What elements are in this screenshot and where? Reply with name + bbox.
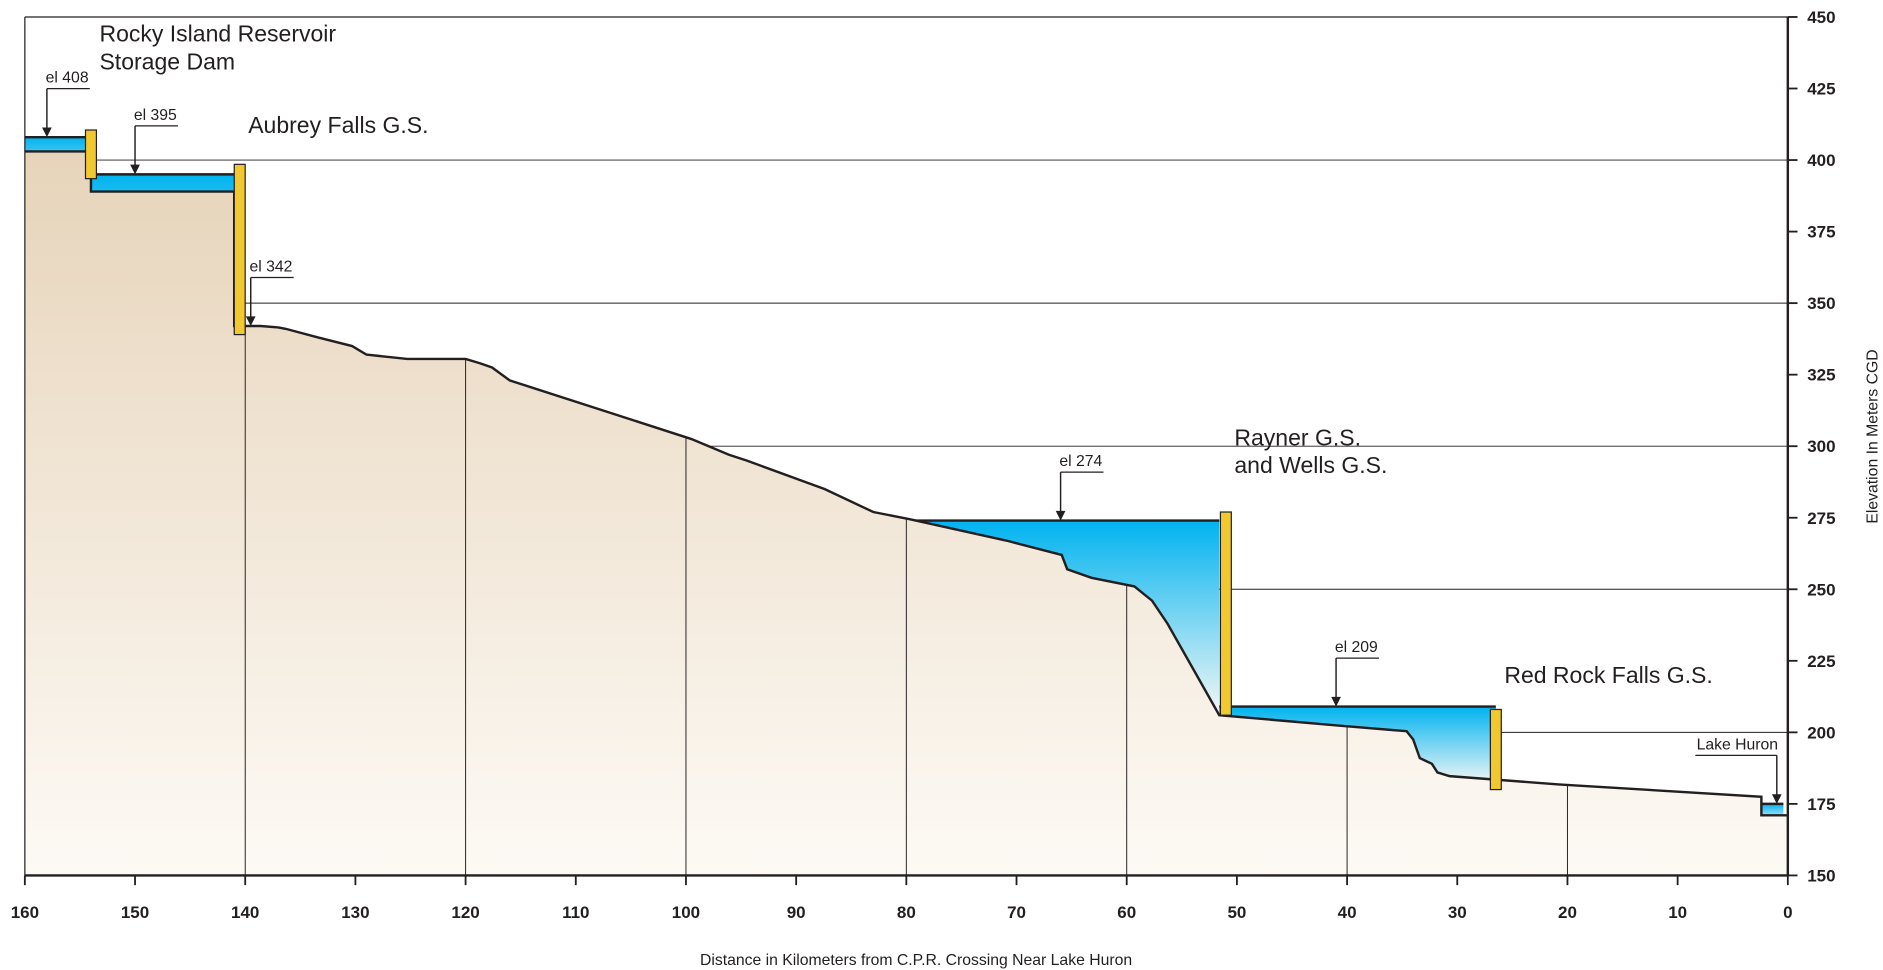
x-tick-label: 80 — [897, 903, 916, 922]
station-label: Rocky Island Reservoir — [99, 20, 336, 46]
y-axis-title: Elevation In Meters CGD — [1865, 349, 1882, 523]
elevation-label: el 342 — [250, 258, 293, 275]
dam — [1490, 709, 1501, 789]
water — [1761, 804, 1783, 815]
dam — [234, 164, 245, 334]
x-axis-title: Distance in Kilometers from C.P.R. Cross… — [700, 952, 1132, 969]
y-tick-label: 275 — [1807, 509, 1835, 528]
station-label: Rayner G.S. — [1234, 424, 1361, 450]
station-label: and Wells G.S. — [1234, 452, 1387, 478]
x-tick-label: 0 — [1783, 903, 1792, 922]
x-tick-label: 150 — [121, 903, 149, 922]
x-tick-label: 60 — [1117, 903, 1136, 922]
y-tick-label: 300 — [1807, 437, 1835, 456]
chart: Distance in Kilometers from C.P.R. Cross… — [0, 0, 1883, 970]
x-tick-label: 110 — [562, 903, 589, 922]
x-tick-label: 120 — [451, 903, 479, 922]
station-label: Storage Dam — [99, 48, 235, 74]
y-tick-label: 200 — [1807, 723, 1835, 742]
elevation-label: el 408 — [46, 70, 89, 87]
y-tick-label: 175 — [1807, 795, 1835, 814]
dam — [1220, 512, 1231, 715]
y-tick-label: 450 — [1807, 8, 1835, 27]
x-tick-label: 50 — [1227, 903, 1246, 922]
elevation-label: Lake Huron — [1697, 736, 1778, 753]
y-tick-label: 425 — [1807, 80, 1835, 99]
arrow-head — [1056, 511, 1066, 521]
x-tick-label: 100 — [672, 903, 700, 922]
x-tick-label: 30 — [1448, 903, 1467, 922]
arrow-head — [246, 316, 256, 326]
elevation-label: el 209 — [1335, 639, 1378, 656]
x-tick-label: 40 — [1338, 903, 1357, 922]
x-tick-label: 70 — [1007, 903, 1026, 922]
y-tick-label: 325 — [1807, 366, 1835, 385]
elevation-label: el 395 — [134, 107, 177, 124]
y-tick-label: 350 — [1807, 294, 1835, 313]
y-tick-label: 375 — [1807, 223, 1835, 242]
y-tick-label: 250 — [1807, 580, 1835, 599]
x-tick-label: 160 — [11, 903, 39, 922]
x-tick-label: 10 — [1668, 903, 1687, 922]
arrow-head — [42, 127, 52, 137]
y-tick-label: 225 — [1807, 652, 1835, 671]
x-tick-label: 140 — [231, 903, 259, 922]
arrow-head — [1772, 794, 1782, 804]
page: {"chart_data": { "type": "profile", "x_l… — [0, 0, 1883, 970]
x-tick-label: 20 — [1558, 903, 1577, 922]
x-tick-label: 90 — [787, 903, 806, 922]
station-label: Red Rock Falls G.S. — [1504, 662, 1712, 688]
arrow-head — [1331, 697, 1341, 707]
station-label: Aubrey Falls G.S. — [248, 112, 428, 138]
x-tick-label: 130 — [341, 903, 369, 922]
elevation-label: el 274 — [1059, 453, 1102, 470]
y-tick-label: 400 — [1807, 151, 1835, 170]
y-tick-label: 150 — [1807, 866, 1835, 885]
arrow-head — [130, 165, 140, 175]
dam — [86, 130, 97, 179]
